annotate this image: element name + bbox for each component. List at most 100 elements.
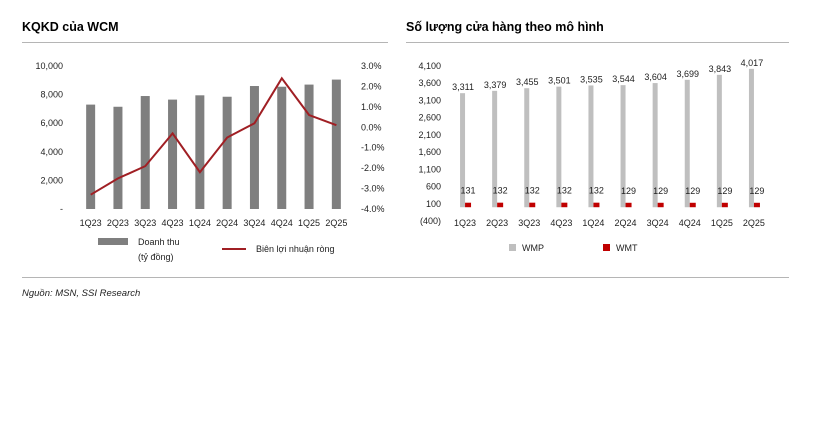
right-axis-tick-label: -2.0% — [361, 163, 385, 173]
right-x-tick-label: 2Q23 — [486, 218, 508, 228]
bottom-rule — [22, 277, 789, 278]
right-axis-tick-label: 1.0% — [361, 102, 382, 112]
left-x-tick-label: 2Q24 — [216, 218, 238, 228]
wmt-value-label: 129 — [621, 186, 636, 196]
left-axis-tick-label: 6,000 — [40, 118, 63, 128]
right-x-tick-label: 4Q23 — [550, 218, 572, 228]
right-axis-tick-label: -3.0% — [361, 184, 385, 194]
wmt-value-label: 132 — [493, 186, 508, 196]
left-title-rule — [22, 42, 388, 43]
right-x-tick-label: 3Q24 — [647, 218, 669, 228]
right-x-tick-label: 1Q24 — [582, 218, 604, 228]
right-chart-axis-tick-label: (400) — [420, 216, 441, 226]
wmp-value-label: 3,699 — [676, 69, 699, 79]
wmp-bar — [748, 68, 754, 208]
source-note: Nguồn: MSN, SSI Research — [22, 288, 141, 299]
legend-revenue-label: Doanh thu — [138, 237, 180, 247]
right-chart-axis-tick-label: 600 — [426, 182, 441, 192]
left-x-tick-label: 1Q25 — [298, 218, 320, 228]
legend-margin-label: Biên lợi nhuận ròng — [256, 244, 334, 254]
left-x-tick-label: 4Q23 — [162, 218, 184, 228]
wmp-bar — [652, 83, 658, 208]
right-chart-axis-tick-label: 1,600 — [418, 147, 441, 157]
left-x-tick-label: 1Q23 — [80, 218, 102, 228]
wmt-value-label: 132 — [557, 186, 572, 196]
left-axis-tick-label: 10,000 — [35, 61, 63, 71]
right-chart-axis-tick-label: 2,100 — [418, 130, 441, 140]
left-axis-tick-label: 8,000 — [40, 90, 63, 100]
right-chart-axis-tick-label: 100 — [426, 199, 441, 209]
right-x-tick-label: 2Q25 — [743, 218, 765, 228]
left-x-tick-label: 2Q23 — [107, 218, 129, 228]
revenue-bar — [168, 99, 178, 209]
legend-revenue-swatch — [98, 238, 128, 245]
wmt-value-label: 129 — [749, 186, 764, 196]
right-axis-tick-label: -1.0% — [361, 143, 385, 153]
wmt-value-label: 132 — [525, 186, 540, 196]
wmp-value-label: 3,455 — [516, 77, 539, 87]
legend-revenue-unit: (tỷ đồng) — [138, 252, 174, 262]
right-x-tick-label: 3Q23 — [518, 218, 540, 228]
right-chart-title: Số lượng cửa hàng theo mô hình — [406, 20, 604, 34]
wmp-value-label: 3,535 — [580, 74, 603, 84]
wmp-bar — [588, 85, 594, 208]
right-axis-tick-label: -4.0% — [361, 204, 385, 214]
revenue-bar — [331, 79, 341, 210]
right-x-tick-label: 2Q24 — [615, 218, 637, 228]
revenue-bar — [304, 84, 314, 209]
revenue-bar — [249, 86, 259, 209]
wmp-bar — [460, 93, 466, 208]
wmp-bar — [556, 86, 562, 208]
right-chart-axis-tick-label: 4,100 — [418, 61, 441, 71]
revenue-bar — [113, 106, 123, 209]
wmp-bar — [716, 74, 722, 208]
legend-wmt-label: WMT — [616, 243, 638, 253]
wmt-bar — [721, 202, 728, 208]
wmt-value-label: 129 — [685, 186, 700, 196]
wmt-bar — [657, 202, 664, 208]
wmt-bar — [561, 202, 568, 208]
left-x-tick-label: 2Q25 — [325, 218, 347, 228]
wmp-bar — [620, 85, 626, 208]
wmt-bar — [753, 202, 760, 208]
wmt-bar — [497, 202, 504, 208]
wmp-value-label: 3,501 — [548, 76, 571, 86]
wmp-value-label: 4,017 — [741, 58, 764, 68]
wmp-value-label: 3,379 — [484, 80, 507, 90]
wmp-bar — [492, 90, 498, 208]
right-title-rule — [406, 42, 789, 43]
left-axis-tick-label: 2,000 — [40, 175, 63, 185]
left-axis-tick-label: - — [60, 204, 63, 214]
revenue-bar — [277, 86, 287, 209]
wmp-bar — [684, 79, 690, 208]
wmt-value-label: 132 — [589, 186, 604, 196]
left-x-tick-label: 4Q24 — [271, 218, 293, 228]
left-x-tick-label: 3Q24 — [243, 218, 265, 228]
right-chart-axis-tick-label: 2,600 — [418, 113, 441, 123]
legend-wmp-swatch — [509, 244, 516, 251]
revenue-bar — [86, 104, 96, 209]
revenue-bar — [140, 96, 150, 209]
wmp-value-label: 3,843 — [709, 64, 732, 74]
right-chart-axis-tick-label: 1,100 — [418, 164, 441, 174]
net-margin-line — [90, 76, 337, 196]
right-chart-axis-tick-label: 3,100 — [418, 95, 441, 105]
wmt-value-label: 129 — [653, 186, 668, 196]
left-chart-title: KQKD của WCM — [22, 20, 119, 34]
wmt-bar — [689, 202, 696, 208]
wmp-value-label: 3,544 — [612, 74, 635, 84]
right-x-tick-label: 4Q24 — [679, 218, 701, 228]
revenue-bar — [222, 96, 232, 209]
right-x-tick-label: 1Q23 — [454, 218, 476, 228]
right-axis-tick-label: 3.0% — [361, 61, 382, 71]
legend-wmt-swatch — [603, 244, 610, 251]
wmt-bar — [529, 202, 536, 208]
right-x-tick-label: 1Q25 — [711, 218, 733, 228]
wmt-value-label: 131 — [461, 186, 476, 196]
wmt-bar — [625, 202, 632, 208]
right-chart-axis-tick-label: 3,600 — [418, 78, 441, 88]
right-axis-tick-label: 0.0% — [361, 122, 382, 132]
wmt-bar — [593, 202, 600, 208]
wmp-bar — [524, 88, 530, 208]
